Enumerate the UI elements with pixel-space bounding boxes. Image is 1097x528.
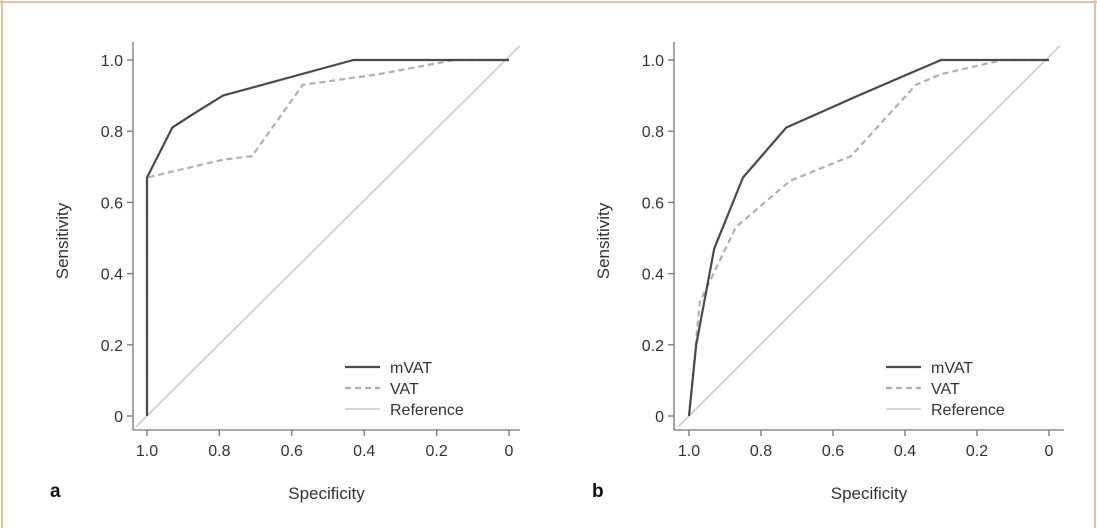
series-mvat-line	[145, 58, 509, 416]
y-tick-label: 0.8	[642, 124, 664, 141]
roc-panel-a: 0 0.2 0.4 0.6 0.8 1.0 1.0 0.8 0.6 0.4 0.2 0 Specific…	[50, 42, 520, 503]
roc-panel-b: 0 0.2 0.4 0.6 0.8 1.0 1.0 0.8 0.6 0.4 0.2 0 Specific…	[592, 42, 1064, 503]
x-tick-label: 0.6	[281, 443, 303, 460]
x-tick-label: 0.2	[966, 443, 988, 460]
legend-label-mvat: mVAT	[390, 360, 432, 377]
x-tick-label: 0.8	[750, 443, 772, 460]
y-tick-label: 1.0	[642, 53, 664, 70]
y-axis-title: Sensitivity	[594, 202, 613, 279]
y-axis-title: Sensitivity	[53, 202, 72, 279]
series-vat-line	[687, 58, 1049, 417]
y-tick-label: 0.8	[101, 124, 123, 141]
series-vat-line	[145, 58, 509, 416]
y-tick-label: 0.2	[101, 338, 123, 355]
x-tick-label: 1.0	[678, 443, 700, 460]
x-tick-label: 0.4	[894, 443, 916, 460]
x-axis-title: Specificity	[831, 484, 908, 503]
x-tick-label: 0.2	[425, 443, 447, 460]
y-tick-label: 1.0	[101, 53, 123, 70]
x-tick-label: 0	[505, 443, 514, 460]
x-tick-label: 0.8	[208, 443, 230, 460]
legend-label-vat: VAT	[390, 381, 419, 398]
x-tick-label: 0.6	[822, 443, 844, 460]
series-reference-line	[135, 45, 520, 428]
legend-label-reference: Reference	[931, 402, 1005, 419]
y-tick-label: 0.6	[642, 195, 664, 212]
legend-label-mvat: mVAT	[931, 360, 973, 377]
y-tick-label: 0.4	[101, 267, 123, 284]
panel-label: a	[50, 481, 61, 502]
panel-label: b	[592, 481, 604, 502]
x-tick-label: 0	[1045, 443, 1054, 460]
legend-label-reference: Reference	[390, 402, 464, 419]
y-tick-label: 0.2	[642, 338, 664, 355]
y-tick-label: 0.4	[642, 267, 664, 284]
y-tick-label: 0	[114, 409, 123, 426]
x-tick-label: 0.4	[353, 443, 375, 460]
x-axis-title: Specificity	[288, 484, 365, 503]
x-tick-label: 1.0	[136, 443, 158, 460]
series-reference-line	[677, 45, 1061, 428]
y-tick-label: 0	[655, 409, 664, 426]
y-tick-label: 0.6	[101, 195, 123, 212]
series-mvat-line	[687, 58, 1049, 417]
legend-label-vat: VAT	[931, 381, 960, 398]
